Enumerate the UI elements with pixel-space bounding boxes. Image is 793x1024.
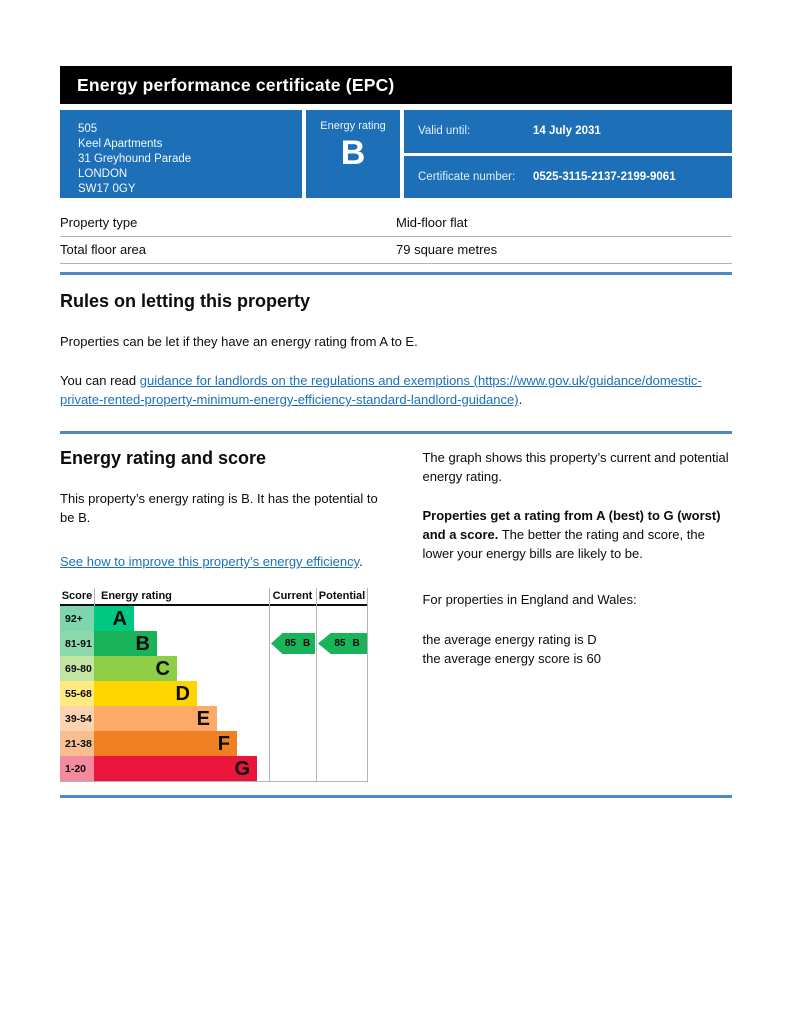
valid-until-value: 14 July 2031 xyxy=(533,125,601,138)
band-score-range: 55-68 xyxy=(60,681,94,706)
rules-section-heading: Rules on letting this property xyxy=(60,291,311,311)
epc-chart-body: 92+ A 81-91 B 69-80 C 55-68 D 39-54 E 21-38 F 1-20 G 8… xyxy=(60,606,368,782)
chart-gridline xyxy=(94,588,95,606)
section-divider xyxy=(60,431,732,434)
epc-band-row-e: 39-54 E xyxy=(60,706,368,731)
guidance-suffix: . xyxy=(518,392,523,407)
guidance-paragraph: You can read guidance for landlords on t… xyxy=(60,371,732,409)
epc-band-row-g: 1-20 G xyxy=(60,756,368,781)
potential-column-header: Potential xyxy=(318,590,366,602)
rating-section: Energy rating and score This property’s … xyxy=(60,448,732,782)
band-score-range: 1-20 xyxy=(60,756,94,781)
section-divider xyxy=(60,272,732,275)
certificate-number-row: Certificate number: 0525-3115-2137-2199-… xyxy=(404,155,732,198)
certificate-number-value: 0525-3115-2137-2199-9061 xyxy=(533,170,676,183)
rating-explainer-paragraph: Properties get a rating from A (best) to… xyxy=(422,506,732,563)
rating-section-right: The graph shows this property’s current … xyxy=(422,448,732,782)
rating-section-left: Energy rating and score This property’s … xyxy=(60,448,391,782)
property-type-value: Mid-floor flat xyxy=(396,215,468,230)
valid-until-label: Valid until: xyxy=(418,125,471,138)
guidance-prefix: You can read xyxy=(60,373,140,388)
address-line: LONDON xyxy=(78,168,128,180)
graph-explainer-paragraph: The graph shows this property’s current … xyxy=(422,450,729,484)
floor-area-value: 79 square metres xyxy=(396,242,498,257)
band-bar: C xyxy=(94,656,177,681)
address-line: SW17 0GY xyxy=(78,183,136,195)
address-line: 505 xyxy=(78,123,98,135)
epc-band-row-a: 92+ A xyxy=(60,606,368,631)
property-address: 505 Keel Apartments 31 Greyhound Parade … xyxy=(60,110,302,198)
address-line: 31 Greyhound Parade xyxy=(78,153,192,165)
property-type-label: Property type xyxy=(60,215,138,230)
table-row: Property type Mid-floor flat xyxy=(60,210,732,237)
epc-band-row-f: 21-38 F xyxy=(60,731,368,756)
band-score-range: 69-80 xyxy=(60,656,94,681)
potential-rating-arrow: 85 B xyxy=(318,633,367,654)
valid-until-row: Valid until: 14 July 2031 xyxy=(404,110,732,153)
improve-paragraph: See how to improve this property’s energ… xyxy=(60,552,391,571)
section-divider xyxy=(60,795,732,798)
band-bar: A xyxy=(94,606,134,631)
rating-explainer-bold: Properties get a rating from A (best) to… xyxy=(422,508,721,542)
energy-rating-panel: Energy rating B xyxy=(306,110,400,198)
energy-rating-label: Energy rating xyxy=(320,120,386,132)
improve-efficiency-link[interactable]: See how to improve this property’s energ… xyxy=(60,554,360,569)
table-row: Total floor area 79 square metres xyxy=(60,237,732,264)
epc-band-row-b: 81-91 B xyxy=(60,631,368,656)
energy-rating-column-header: Energy rating xyxy=(101,590,172,602)
document-title-bar: Energy performance certificate (EPC) xyxy=(60,66,732,104)
rating-section-heading: Energy rating and score xyxy=(60,448,267,468)
document-content: Energy performance certificate (EPC) 505… xyxy=(60,66,732,798)
property-facts-table: Property type Mid-floor flat Total floor… xyxy=(60,210,732,264)
chart-gridline xyxy=(269,588,270,782)
band-score-range: 21-38 xyxy=(60,731,94,756)
current-rating-arrow: 85 B xyxy=(271,633,315,654)
band-bar: D xyxy=(94,681,197,706)
landlord-guidance-link[interactable]: guidance for landlords on the regulation… xyxy=(60,373,702,407)
rating-summary-paragraph: This property’s energy rating is B. It h… xyxy=(60,491,378,525)
england-wales-paragraph: For properties in England and Wales: xyxy=(422,592,637,607)
band-bar: F xyxy=(94,731,237,756)
epc-band-row-d: 55-68 D xyxy=(60,681,368,706)
band-score-range: 39-54 xyxy=(60,706,94,731)
rating-explainer-rest: The better the rating and score, the low… xyxy=(422,527,705,561)
score-column-header: Score xyxy=(61,590,93,602)
average-rating-line: the average energy rating is D xyxy=(422,632,597,647)
averages-paragraph: the average energy rating is D the avera… xyxy=(422,630,732,668)
average-score-line: the average energy score is 60 xyxy=(422,651,601,666)
chart-gridline xyxy=(316,588,317,782)
rules-paragraph: Properties can be let if they have an en… xyxy=(60,334,418,349)
certificate-number-label: Certificate number: xyxy=(418,170,516,183)
band-bar: E xyxy=(94,706,217,731)
epc-rating-chart: Score Energy rating Current Potential 92… xyxy=(60,588,368,782)
chart-gridline xyxy=(367,588,368,782)
current-column-header: Current xyxy=(272,590,313,602)
epc-band-row-c: 69-80 C xyxy=(60,656,368,681)
band-score-range: 92+ xyxy=(60,606,94,631)
band-bar: B xyxy=(94,631,157,656)
band-bar: G xyxy=(94,756,257,781)
certificate-summary-box: 505 Keel Apartments 31 Greyhound Parade … xyxy=(60,110,732,198)
improve-suffix: . xyxy=(359,554,363,569)
energy-rating-value: B xyxy=(340,134,366,172)
address-line: Keel Apartments xyxy=(78,138,163,150)
floor-area-label: Total floor area xyxy=(60,242,146,257)
band-score-range: 81-91 xyxy=(60,631,94,656)
epc-chart-header: Score Energy rating Current Potential xyxy=(60,588,368,606)
certificate-meta: Valid until: 14 July 2031 Certificate nu… xyxy=(404,110,732,198)
page-title: Energy performance certificate (EPC) xyxy=(77,74,395,95)
